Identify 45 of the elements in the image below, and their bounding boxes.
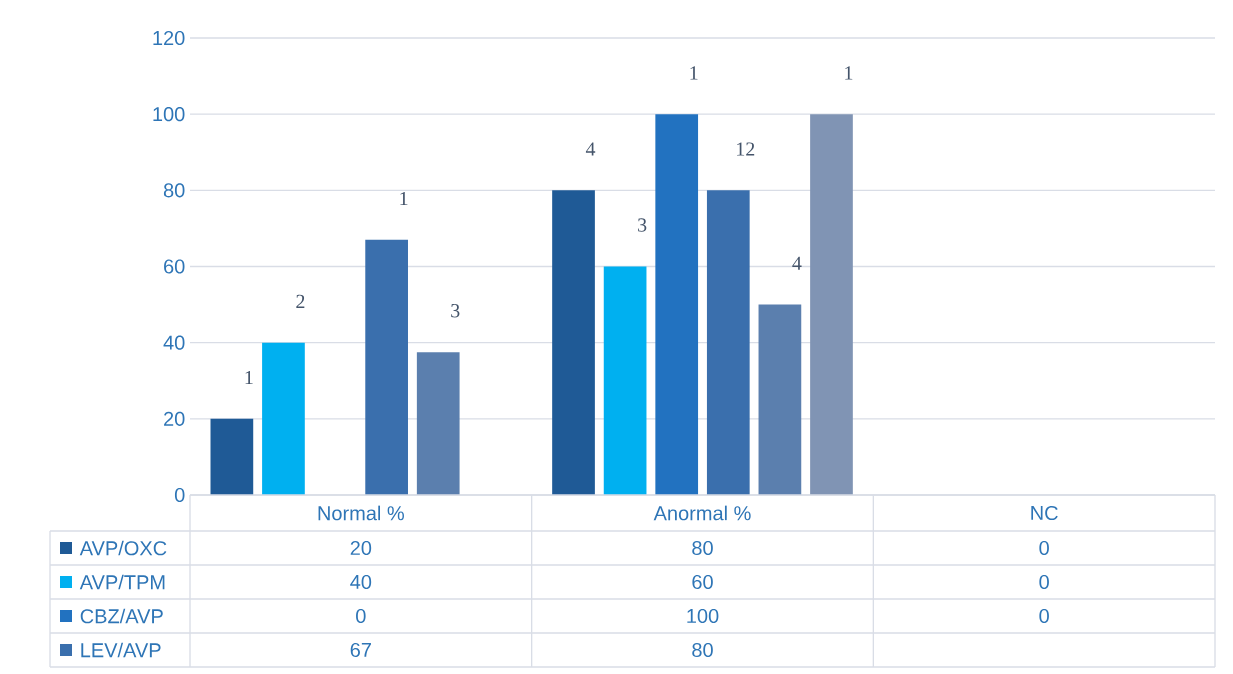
data-label: 20 <box>350 540 372 556</box>
legend-label: CBZ/AVP <box>80 608 163 624</box>
data-label: 0 <box>1039 540 1049 556</box>
annotation: 3 <box>638 218 647 232</box>
data-label: 80 <box>692 642 713 658</box>
bar <box>210 418 254 495</box>
data-label: 0 <box>1039 574 1049 590</box>
bar <box>262 342 305 495</box>
y-tick-label: 60 <box>164 259 185 274</box>
bar <box>655 114 699 495</box>
data-label: 60 <box>692 574 713 590</box>
legend-label: LEV/AVP <box>81 642 161 658</box>
legend-label: AVP/OXC <box>79 540 167 556</box>
y-tick-label: 20 <box>164 411 185 426</box>
bar <box>810 114 853 495</box>
y-tick-label: 120 <box>153 30 185 46</box>
data-label: 0 <box>1039 608 1049 624</box>
y-tick-label: 100 <box>153 107 185 122</box>
annotation: 2 <box>296 294 305 308</box>
x-tick-label: NC <box>1031 505 1058 521</box>
legend-label: AVP/TPM <box>79 574 165 590</box>
annotation: 1 <box>845 66 853 80</box>
annotation: 12 <box>737 142 755 156</box>
bar <box>365 239 408 495</box>
annotation: 1 <box>690 66 698 80</box>
data-label: 67 <box>350 642 371 658</box>
annotation: 4 <box>792 256 802 270</box>
y-tick-label: 40 <box>163 335 185 350</box>
data-label: 40 <box>350 574 372 590</box>
data-label: 0 <box>356 608 366 624</box>
bar <box>416 352 460 495</box>
y-tick-label: 80 <box>163 183 185 198</box>
bar <box>706 190 750 495</box>
x-tick-label: Normal % <box>318 505 404 521</box>
bar <box>552 190 595 495</box>
bar <box>758 304 802 495</box>
annotation: 1 <box>245 370 253 385</box>
annotation: 3 <box>451 304 460 318</box>
bar <box>603 266 647 495</box>
y-tick-label: 0 <box>174 487 185 503</box>
annotation: 1 <box>400 191 408 206</box>
annotation: 4 <box>585 142 596 156</box>
x-tick-label: Anormal % <box>653 505 751 521</box>
data-label: 80 <box>692 540 713 556</box>
data-label: 100 <box>687 608 719 624</box>
